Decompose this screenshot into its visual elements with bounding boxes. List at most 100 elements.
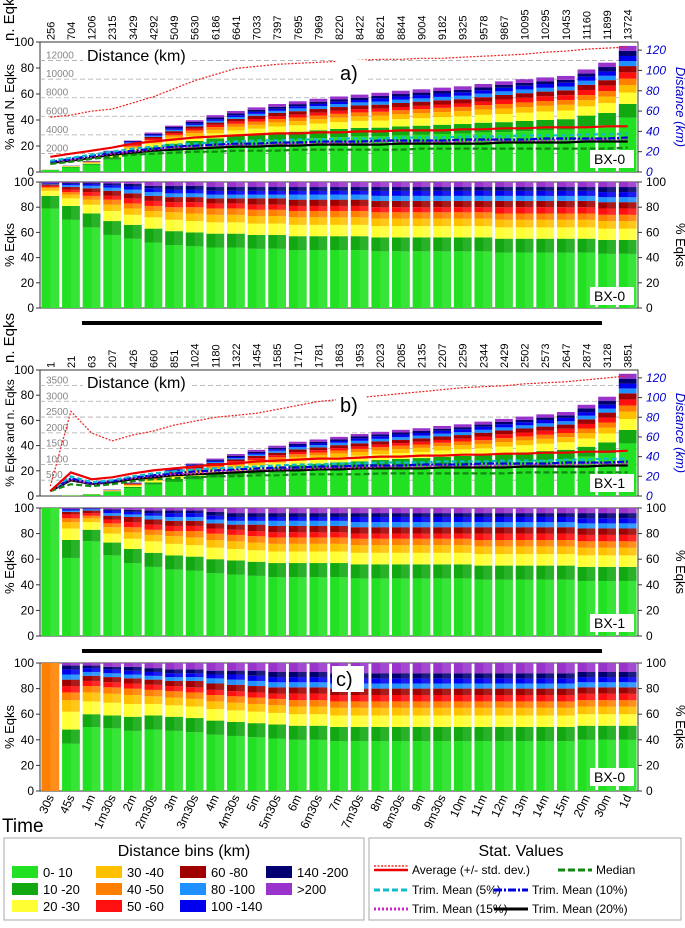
bar-segment bbox=[227, 458, 245, 459]
bar-segment-shade bbox=[504, 689, 513, 695]
bar-segment-shade bbox=[380, 564, 389, 578]
bar-segment-shade bbox=[628, 240, 637, 254]
bar-segment-shade bbox=[607, 548, 616, 556]
count-grid-label: 4000 bbox=[46, 125, 69, 136]
time-tick-label: 15m bbox=[550, 792, 573, 819]
bar-segment-shade bbox=[133, 190, 142, 194]
bar-segment-shade bbox=[545, 678, 554, 683]
bar-segment-shade bbox=[298, 740, 307, 791]
bar-segment-shade bbox=[277, 677, 286, 682]
count-label: 7033 bbox=[252, 16, 264, 40]
bar-segment-shade bbox=[112, 235, 121, 308]
bar-segment-shade bbox=[277, 198, 286, 204]
bar-segment-shade bbox=[339, 200, 348, 206]
legend-swatch bbox=[12, 900, 38, 912]
count-label: 8621 bbox=[375, 16, 387, 40]
count-label: 2429 bbox=[499, 344, 511, 368]
bar-segment-shade bbox=[112, 687, 121, 693]
bar-segment-shade bbox=[257, 521, 266, 525]
bar-segment-shade bbox=[463, 207, 472, 212]
bar-segment-shade bbox=[483, 701, 492, 707]
bar-segment bbox=[619, 406, 637, 412]
bar-segment bbox=[124, 485, 142, 486]
bar-segment-shade bbox=[380, 553, 389, 565]
bar-segment-shade bbox=[628, 518, 637, 523]
bar-segment bbox=[619, 56, 637, 61]
bar-segment bbox=[330, 448, 348, 450]
bar-segment-shade bbox=[586, 714, 595, 726]
bar-segment-shade bbox=[401, 727, 410, 741]
bar-segment-shade bbox=[339, 217, 348, 225]
bar-segment-shade bbox=[360, 195, 369, 200]
time-tick-label: 13m bbox=[509, 792, 532, 819]
legend-bin-label: 30 -40 bbox=[127, 865, 164, 880]
tick-label: 100 bbox=[14, 656, 34, 670]
bar-segment-shade bbox=[504, 663, 513, 673]
bar-segment bbox=[289, 446, 307, 448]
bar-segment bbox=[598, 433, 616, 442]
bar-segment-shade bbox=[318, 517, 327, 521]
bar-segment-shade bbox=[174, 669, 183, 673]
tick-label: 40 bbox=[21, 113, 35, 127]
tick-label: 20 bbox=[21, 276, 35, 290]
bar-segment-shade bbox=[525, 508, 534, 513]
bar-segment bbox=[206, 119, 224, 121]
bar-segment-shade bbox=[586, 707, 595, 715]
bar-segment-shade bbox=[463, 237, 472, 251]
bar-segment-shade bbox=[257, 224, 266, 235]
bar-segment-shade bbox=[133, 193, 142, 198]
count-label: 426 bbox=[128, 350, 140, 368]
bar-segment-shade bbox=[339, 741, 348, 791]
bar-segment bbox=[557, 83, 575, 87]
tick-label: 40 bbox=[21, 439, 35, 453]
bar-segment-shade bbox=[586, 687, 595, 693]
bar-segment-shade bbox=[421, 182, 430, 187]
bar-segment-shade bbox=[71, 686, 80, 692]
bar-segment bbox=[351, 468, 369, 496]
bar-segment bbox=[392, 114, 410, 119]
bar-segment-shade bbox=[195, 537, 204, 545]
count-label: 9004 bbox=[416, 16, 428, 40]
bar-segment-shade bbox=[277, 235, 286, 249]
bar-segment bbox=[289, 104, 307, 106]
bar-segment bbox=[351, 102, 369, 105]
bar-segment bbox=[578, 95, 596, 100]
legend-bin-label: 60 -80 bbox=[211, 865, 248, 880]
bar-segment-shade bbox=[339, 250, 348, 308]
tick-label: 0 bbox=[27, 629, 34, 643]
bar-segment-shade bbox=[401, 182, 410, 187]
bar-segment-shade bbox=[628, 726, 637, 740]
bar-segment bbox=[310, 104, 328, 106]
bar-segment-shade bbox=[607, 682, 616, 687]
bar-segment-shade bbox=[318, 687, 327, 693]
bar-segment-shade bbox=[257, 517, 266, 521]
bar-segment bbox=[413, 448, 431, 452]
bar-segment bbox=[619, 399, 637, 405]
bar-segment-shade bbox=[153, 690, 162, 696]
bar-segment-shade bbox=[277, 532, 286, 537]
bar-segment-shade bbox=[277, 682, 286, 687]
bar-segment-shade bbox=[92, 516, 101, 519]
bar-segment-shade bbox=[442, 191, 451, 196]
bar-segment-shade bbox=[607, 208, 616, 214]
bar-segment-shade bbox=[628, 221, 637, 229]
bar-segment-shade bbox=[174, 717, 183, 731]
bar-segment-shade bbox=[545, 715, 554, 727]
bar-segment-shade bbox=[318, 217, 327, 225]
bar-segment bbox=[454, 90, 472, 93]
bar-segment-shade bbox=[545, 517, 554, 522]
bar-segment-shade bbox=[195, 193, 204, 197]
legend-swatch bbox=[266, 883, 292, 895]
bar-segment-shade bbox=[318, 200, 327, 206]
count-label: 10453 bbox=[561, 9, 573, 40]
time-tick-label: 9m bbox=[408, 792, 428, 813]
bar-segment-shade bbox=[318, 225, 327, 236]
bar-segment-shade bbox=[215, 520, 224, 524]
tick-label: 100 bbox=[646, 175, 666, 189]
bar-segment-shade bbox=[298, 508, 307, 513]
bar-segment-shade bbox=[463, 539, 472, 545]
bar-segment-shade bbox=[257, 182, 266, 187]
bar-segment-shade bbox=[628, 208, 637, 214]
bar-segment-shade bbox=[71, 190, 80, 193]
bar-segment-shade bbox=[401, 741, 410, 791]
